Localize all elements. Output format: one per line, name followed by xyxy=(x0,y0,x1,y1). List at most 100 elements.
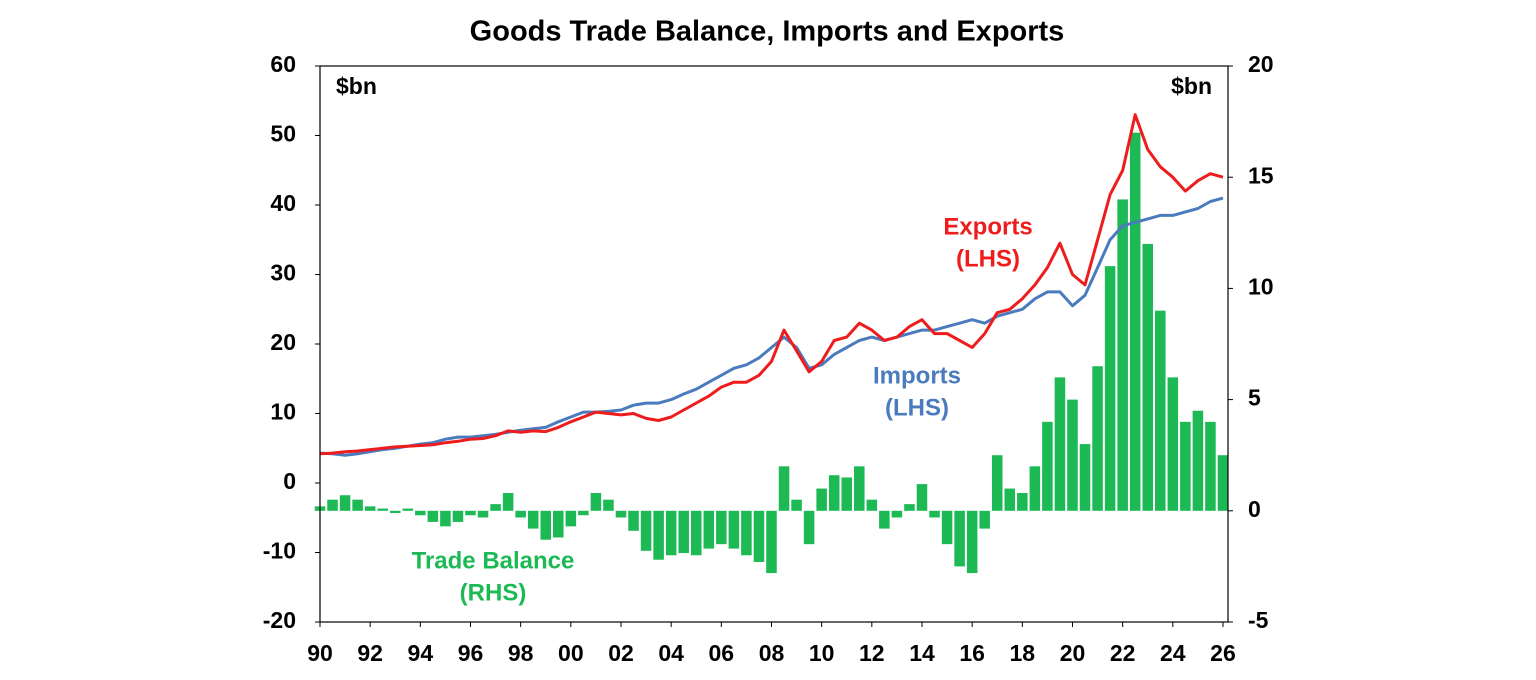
y-unit: $bn xyxy=(336,73,377,99)
bar xyxy=(1129,132,1141,511)
bar xyxy=(603,499,614,511)
bar xyxy=(1155,310,1166,511)
bar xyxy=(1054,377,1066,511)
bar xyxy=(991,455,1003,511)
bar xyxy=(1017,493,1028,511)
bar xyxy=(364,506,376,511)
x-tick-label: 22 xyxy=(1110,640,1136,666)
y-tick-label: 0 xyxy=(283,468,296,494)
bar xyxy=(728,510,740,549)
bar xyxy=(477,510,489,518)
x-tick-label: 92 xyxy=(357,640,383,666)
bar xyxy=(1167,377,1179,511)
bar xyxy=(1217,455,1229,511)
bar xyxy=(578,510,589,516)
bar xyxy=(828,475,840,511)
y2-tick-label: 20 xyxy=(1248,51,1274,77)
y2-tick-label: 10 xyxy=(1248,273,1274,299)
plot-frame xyxy=(319,65,1229,623)
bar xyxy=(440,510,451,527)
bar xyxy=(866,499,878,511)
bar xyxy=(327,499,338,511)
bar xyxy=(1180,421,1191,511)
bar xyxy=(1067,399,1078,511)
x-tick-label: 20 xyxy=(1060,640,1086,666)
bar xyxy=(703,510,715,549)
bar xyxy=(966,510,978,574)
x-tick-label: 96 xyxy=(458,640,484,666)
bar xyxy=(716,510,727,545)
bar xyxy=(891,510,903,518)
bar xyxy=(803,510,815,545)
bar xyxy=(753,510,765,562)
y-tick-label: -20 xyxy=(263,607,296,633)
bar xyxy=(1004,488,1016,511)
x-tick-label: 26 xyxy=(1210,640,1236,666)
y2-tick-label: 15 xyxy=(1248,162,1274,188)
bar xyxy=(816,488,827,511)
series-note: (RHS) xyxy=(460,579,527,606)
x-tick-label: 04 xyxy=(658,640,684,666)
y-tick-label: 40 xyxy=(270,190,296,216)
x-tick-label: 00 xyxy=(558,640,584,666)
bar xyxy=(527,510,539,529)
bar xyxy=(1079,444,1091,511)
x-tick-label: 10 xyxy=(809,640,835,666)
bar xyxy=(415,510,426,516)
y2-tick-label: -5 xyxy=(1248,607,1269,633)
bar xyxy=(615,510,627,518)
x-tick-label: 94 xyxy=(408,640,434,666)
bar xyxy=(452,510,464,522)
bar xyxy=(1029,466,1041,511)
line xyxy=(319,113,1224,456)
bar xyxy=(1205,421,1216,511)
bar xyxy=(854,466,865,511)
bar xyxy=(490,504,501,511)
chart-title: Goods Trade Balance, Imports and Exports xyxy=(470,16,1065,48)
x-tick-label: 24 xyxy=(1160,640,1186,666)
x-tick-label: 08 xyxy=(759,640,785,666)
bar xyxy=(590,493,602,511)
series-label: Exports xyxy=(943,213,1032,240)
bar xyxy=(402,508,414,511)
bar xyxy=(1142,243,1154,511)
x-tick-label: 18 xyxy=(1010,640,1036,666)
y-tick-label: 30 xyxy=(270,260,296,286)
y2-tick-label: 5 xyxy=(1248,385,1261,411)
bar xyxy=(778,466,790,511)
bar xyxy=(339,495,351,511)
x-tick-label: 16 xyxy=(959,640,985,666)
x-tick-label: 12 xyxy=(859,640,885,666)
line xyxy=(319,196,1224,457)
bar xyxy=(565,510,577,527)
bar xyxy=(954,510,965,567)
bar xyxy=(502,493,514,511)
bar xyxy=(389,510,401,514)
bar xyxy=(941,510,953,545)
bar xyxy=(515,510,526,518)
x-tick-label: 02 xyxy=(608,640,634,666)
bar xyxy=(427,510,439,522)
bar xyxy=(791,499,802,511)
x-tick-label: 90 xyxy=(307,640,333,666)
bar xyxy=(352,499,363,511)
bar xyxy=(1104,266,1116,511)
bar xyxy=(1192,410,1204,511)
y-tick-label: 60 xyxy=(270,51,296,77)
series-label: Imports xyxy=(873,362,961,389)
bar xyxy=(678,510,689,554)
bar xyxy=(553,510,564,538)
x-tick-label: 06 xyxy=(709,640,735,666)
bar xyxy=(1117,199,1128,511)
bar xyxy=(766,510,777,574)
y-tick-label: -10 xyxy=(263,538,296,564)
bar xyxy=(690,510,702,556)
x-tick-label: 98 xyxy=(508,640,534,666)
series-label: Trade Balance xyxy=(412,547,575,574)
bar xyxy=(640,510,652,551)
y-tick-label: 20 xyxy=(270,329,296,355)
bar xyxy=(1092,366,1103,511)
bar xyxy=(540,510,552,540)
bar xyxy=(741,510,752,556)
